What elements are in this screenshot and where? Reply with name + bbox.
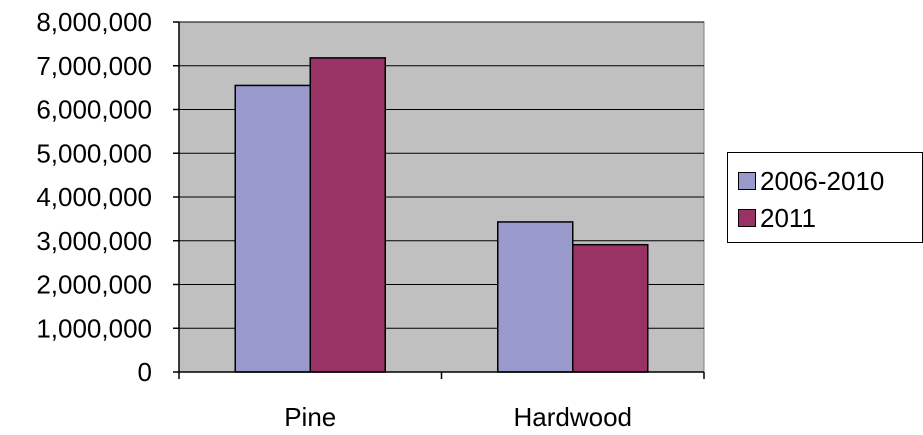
y-tick-label: 8,000,000 xyxy=(36,7,152,37)
x-axis-ticks: Pine Hardwood xyxy=(178,372,705,432)
legend-item-series-2: 2011 xyxy=(738,203,816,233)
bar-hardwood-2006-2010 xyxy=(497,221,574,373)
bars xyxy=(234,57,649,373)
y-tick-label: 3,000,000 xyxy=(36,226,152,256)
x-category-label: Hardwood xyxy=(513,402,632,432)
x-category-label: Pine xyxy=(284,402,336,432)
y-tick-label: 2,000,000 xyxy=(36,270,152,300)
y-tick-label: 1,000,000 xyxy=(36,313,152,343)
y-tick-label: 6,000,000 xyxy=(36,95,152,125)
y-tick-label: 4,000,000 xyxy=(36,182,152,212)
bar-pine-2011 xyxy=(309,57,386,373)
legend-swatch-series-1 xyxy=(738,172,756,190)
y-tick-label: 5,000,000 xyxy=(36,138,152,168)
legend-label-series-2: 2011 xyxy=(760,202,816,233)
y-tick-label: 7,000,000 xyxy=(36,51,152,81)
bar-hardwood-2011 xyxy=(572,243,649,373)
legend: 2006-2010 2011 xyxy=(727,152,923,243)
bar-pine-2006-2010 xyxy=(234,84,311,373)
y-axis-ticks: 0 1,000,000 2,000,000 3,000,000 4,000,000 5,0… xyxy=(36,7,179,387)
legend-swatch-series-2 xyxy=(738,209,756,227)
legend-item-series-1: 2006-2010 xyxy=(738,166,884,196)
y-tick-label: 0 xyxy=(138,357,152,387)
legend-label-series-1: 2006-2010 xyxy=(760,165,885,196)
